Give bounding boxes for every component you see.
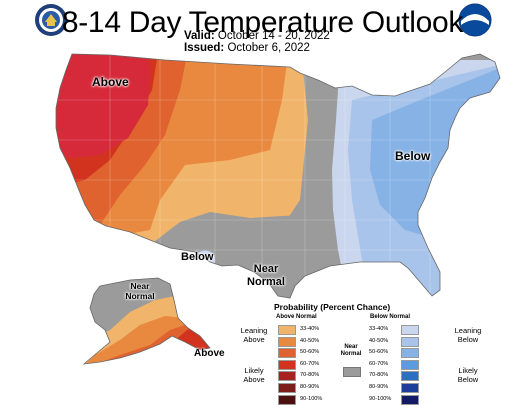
label-below-east: Below	[395, 149, 431, 163]
conus-outline	[55, 53, 501, 299]
label-above-west: Above	[92, 75, 129, 89]
issued-value: October 6, 2022	[227, 42, 310, 54]
legend-above-swatch	[278, 359, 296, 370]
legend-below-swatch	[401, 383, 419, 393]
legend-below-label: 80-90%	[369, 384, 389, 390]
legend-below-swatch	[401, 394, 419, 405]
legend-leaning-below: Leaning Below	[454, 326, 482, 344]
legend-below-label: 50-60%	[369, 349, 389, 356]
legend-above-label: 90-100%	[300, 395, 323, 402]
legend-below-header: Below Normal	[370, 314, 411, 320]
probability-legend: Probability (Percent Chance) Above Norma…	[236, 302, 522, 405]
legend-above-label: 40-50%	[300, 337, 320, 344]
valid-label: Valid:	[184, 30, 215, 42]
legend-below-label: 90-100%	[369, 395, 392, 402]
legend-leaning-above: Leaning Above	[240, 326, 268, 344]
legend-below-label: 40-50%	[369, 337, 389, 344]
legend-above-label: 50-60%	[300, 349, 320, 356]
label-above-alaska: Above	[194, 348, 225, 359]
legend-above-swatch	[278, 383, 296, 393]
legend-below-label: 33-40%	[369, 326, 389, 332]
above-normal-core	[56, 54, 150, 158]
legend-title: Probability (Percent Chance)	[274, 302, 391, 312]
legend-likely-below: Likely Below	[457, 366, 479, 384]
legend-above-swatch	[278, 394, 296, 405]
issued-label: Issued:	[184, 42, 225, 54]
legend-above-swatch	[278, 325, 296, 335]
valid-value: October 14 - 20, 2022	[217, 30, 330, 42]
alaska-outline	[82, 277, 211, 365]
label-near-normal-alaska: Near Normal	[125, 281, 155, 301]
legend-above-swatch	[278, 336, 296, 347]
legend-below-swatch	[401, 359, 419, 370]
legend-above-label: 80-90%	[300, 384, 320, 390]
page-title: 8-14 Day Temperature Outlook	[61, 6, 464, 39]
issued-date: Issued: October 6, 2022	[184, 42, 310, 54]
label-below-south: Below	[181, 251, 214, 263]
legend-above-label: 60-70%	[300, 360, 320, 367]
legend-below-swatch	[401, 336, 419, 347]
legend-below-swatch	[401, 325, 419, 335]
legend-above-swatch	[278, 371, 296, 382]
legend-below-swatch	[401, 348, 419, 359]
legend-below-label: 60-70%	[369, 360, 389, 367]
department-of-commerce-seal-icon	[34, 3, 68, 37]
legend-likely-above: Likely Above	[243, 366, 265, 384]
legend-below-swatch	[401, 371, 419, 382]
valid-dates: Valid: October 14 - 20, 2022	[184, 30, 330, 42]
legend-near-swatch	[343, 367, 361, 377]
legend-below-label: 70-80%	[369, 372, 389, 379]
legend-above-header: Above Normal	[276, 314, 317, 320]
legend-near-label: Near Normal	[340, 344, 362, 357]
legend-above-label: 70-80%	[300, 372, 320, 379]
legend-above-label: 33-40%	[300, 326, 320, 332]
label-near-normal-south: Near Normal	[247, 263, 285, 288]
legend-above-swatch	[278, 348, 296, 359]
noaa-logo-icon	[458, 3, 492, 37]
